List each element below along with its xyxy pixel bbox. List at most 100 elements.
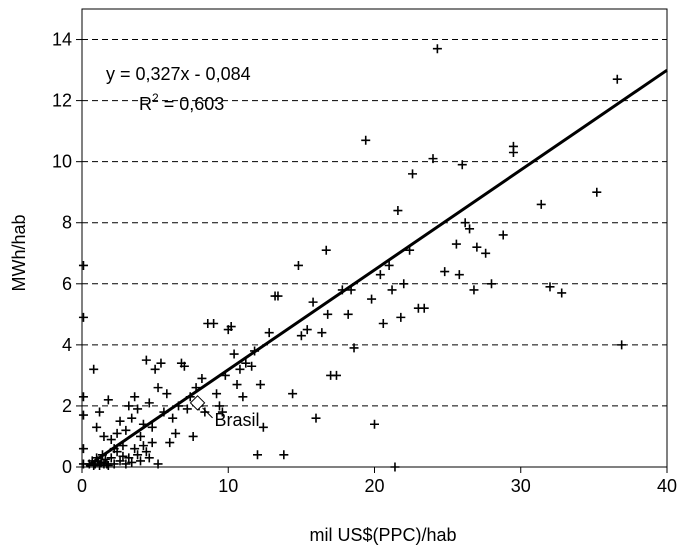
data-point	[171, 428, 181, 438]
data-points	[78, 44, 627, 472]
data-point	[273, 291, 283, 301]
data-point	[162, 389, 172, 399]
data-point	[124, 453, 134, 463]
data-point	[247, 361, 257, 371]
y-tick-label: 12	[52, 91, 72, 111]
data-point	[469, 285, 479, 295]
data-point	[78, 260, 88, 270]
y-tick-label: 6	[62, 274, 72, 294]
data-point	[95, 407, 105, 417]
data-point	[557, 288, 567, 298]
data-point	[408, 169, 418, 179]
data-point	[153, 383, 163, 393]
data-point	[545, 282, 555, 292]
data-point	[133, 450, 143, 460]
data-point	[498, 230, 508, 240]
data-point	[440, 267, 450, 277]
data-point	[460, 218, 470, 228]
data-point	[331, 370, 341, 380]
data-point	[393, 206, 403, 216]
data-point	[487, 279, 496, 289]
data-point	[296, 331, 306, 341]
gridlines	[82, 39, 667, 407]
data-point	[321, 245, 331, 255]
data-point	[428, 154, 438, 164]
data-point	[130, 444, 140, 454]
x-tick-label: 30	[511, 476, 531, 496]
data-point	[100, 454, 110, 464]
data-point	[317, 328, 327, 338]
data-point	[150, 364, 160, 374]
data-point	[279, 450, 289, 460]
data-point	[612, 74, 622, 84]
data-point	[136, 456, 145, 466]
y-axis-label: MWh/hab	[9, 214, 29, 291]
data-point	[147, 422, 157, 432]
data-point	[106, 453, 116, 463]
data-point	[258, 422, 268, 432]
data-point	[343, 309, 353, 319]
data-point	[214, 401, 224, 411]
brasil-highlight: Brasil	[189, 395, 260, 430]
data-point	[78, 444, 88, 454]
data-point	[384, 260, 394, 270]
data-point	[168, 413, 178, 423]
data-point	[349, 343, 359, 353]
data-point	[390, 462, 400, 472]
data-point	[323, 309, 333, 319]
brasil-label: Brasil	[215, 410, 260, 430]
data-point	[78, 410, 88, 420]
x-axis-ticks: 0 10 20 30 40	[77, 467, 677, 496]
brasil-leader-line	[202, 407, 213, 419]
data-point	[112, 428, 122, 438]
y-tick-label: 2	[62, 396, 72, 416]
r-squared-superscript: 2	[152, 91, 159, 105]
data-point	[432, 44, 442, 54]
data-point	[235, 364, 245, 374]
data-point	[92, 422, 102, 432]
data-point	[212, 389, 222, 399]
r-squared-value: = 0,603	[159, 94, 225, 114]
data-point	[127, 413, 137, 423]
trendline	[85, 68, 668, 468]
data-point	[232, 380, 242, 390]
data-point	[419, 303, 429, 313]
y-tick-label: 10	[52, 152, 72, 172]
data-point	[141, 355, 151, 365]
data-point	[130, 392, 140, 402]
data-point	[617, 340, 627, 350]
data-point	[592, 187, 602, 197]
data-point	[375, 270, 385, 280]
data-point	[457, 160, 467, 170]
data-point	[226, 322, 236, 332]
y-axis-ticks: 0 2 4 6 8 10 12 14	[52, 30, 82, 477]
data-point	[153, 459, 163, 469]
x-tick-label: 10	[218, 476, 238, 496]
data-point	[361, 135, 371, 145]
data-point	[238, 392, 248, 402]
data-point	[387, 285, 397, 295]
r-squared-text: R2 = 0,603	[139, 91, 224, 114]
data-point	[302, 325, 312, 335]
data-point	[308, 297, 318, 307]
data-point	[311, 413, 321, 423]
y-tick-label: 8	[62, 213, 72, 233]
data-point	[179, 361, 189, 371]
data-point	[454, 270, 464, 280]
data-point	[127, 457, 137, 467]
data-point	[255, 380, 265, 390]
data-point	[103, 395, 113, 405]
y-tick-label: 0	[62, 457, 72, 477]
data-point	[78, 312, 88, 322]
y-tick-label: 14	[52, 30, 72, 50]
data-point	[147, 438, 157, 448]
data-point	[124, 401, 134, 411]
data-point	[89, 364, 99, 374]
data-point	[451, 239, 461, 249]
x-tick-label: 0	[77, 476, 87, 496]
data-point	[229, 349, 239, 359]
data-point	[165, 438, 175, 448]
data-point	[99, 431, 109, 441]
equation-text: y = 0,327x - 0,084	[106, 64, 251, 84]
